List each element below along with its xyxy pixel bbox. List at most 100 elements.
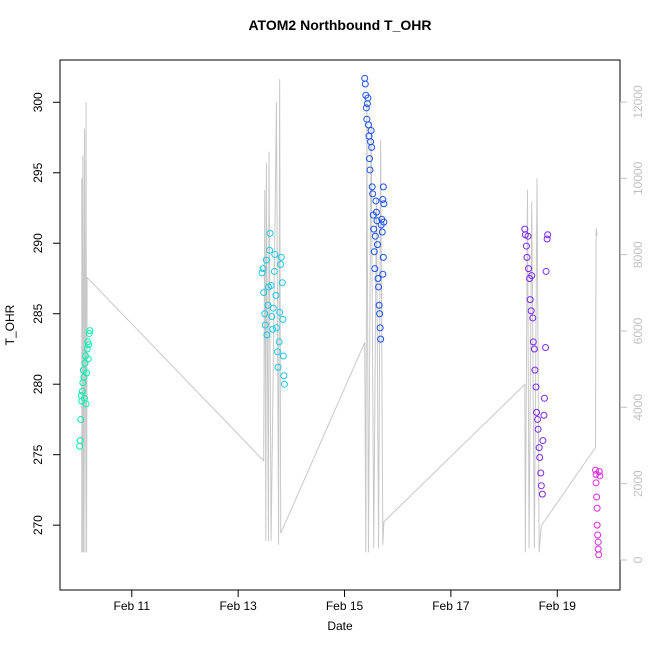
data-point [595,468,603,476]
data-point [379,270,387,278]
data-point [274,348,282,356]
data-point [376,310,384,318]
data-point [258,269,266,277]
x-tick-label: Feb 15 [326,599,364,613]
data-point [542,344,550,352]
data-point [279,315,287,323]
data-point [593,504,601,512]
data-point [78,387,86,395]
data-point [363,100,371,108]
data-point [85,329,93,337]
data-point [544,231,552,239]
data-point [595,551,603,559]
data-point [379,253,387,261]
data-point [526,296,534,304]
data-point [366,166,374,174]
data-point [82,400,90,408]
data-point [272,324,280,332]
data-point [371,265,379,273]
data-point [84,355,92,363]
x-tick-label: Feb 19 [539,599,577,613]
data-point [271,251,279,259]
data-point [362,104,370,112]
data-point [367,126,375,134]
data-point [525,265,533,273]
data-point [537,482,545,490]
data-point [534,415,542,423]
data-point [370,225,378,233]
data-point [361,80,369,88]
data-point [539,437,547,445]
data-point [542,267,550,275]
x-tick-label: Feb 11 [114,599,151,613]
data-point [369,190,377,198]
data-point [277,253,285,261]
data-point [76,437,84,445]
data-point [379,183,387,191]
data-point [277,260,285,268]
data-point [536,454,544,461]
data-point [368,143,376,151]
data-point [524,232,532,240]
x-tick-label: Feb 17 [432,599,470,613]
data-point [262,256,270,264]
x-axis-label: Date [327,619,353,633]
data-point [531,366,539,374]
data-point [269,325,277,333]
data-point [264,301,272,309]
data-point [530,345,538,353]
data-point [380,218,388,226]
data-point [278,279,286,287]
data-point [593,493,601,501]
y2-tick-label: 4000 [631,394,645,421]
data-point [537,469,545,477]
data-point [280,380,288,388]
data-point [376,324,384,332]
data-point [260,289,268,297]
data-point [275,338,283,346]
data-point [527,307,535,315]
data-point [267,282,275,290]
data-point [272,291,280,299]
data-point [86,327,94,335]
data-point [377,335,385,343]
data-point [373,217,381,225]
y2-tick-label: 6000 [631,317,645,344]
y-axis-label: T_OHR [3,304,17,345]
data-point [77,415,85,423]
data-point [361,74,369,82]
data-point [370,248,378,256]
data-point [543,235,551,243]
data-point [269,304,277,312]
data-point [535,444,543,452]
data-point [266,246,274,254]
data-point [540,411,548,419]
data-point [533,408,541,416]
data-point [274,363,282,371]
data-point [534,425,542,433]
data-point [593,521,601,529]
data-point [366,155,374,163]
y-tick-label: 280 [31,374,45,394]
data-point [540,394,548,402]
data-point [266,229,274,237]
data-point [523,253,531,261]
data-point [538,490,546,498]
y2-tick-label: 10000 [631,161,645,195]
data-point [259,265,267,273]
y2-tick-label: 12000 [631,85,645,119]
y-tick-label: 270 [31,515,45,535]
y-tick-label: 290 [31,233,45,253]
data-point [529,338,537,346]
data-point [261,310,269,318]
data-point [522,242,530,250]
data-point [592,479,600,487]
data-point [528,272,536,280]
data-point [375,283,383,291]
y-tick-label: 285 [31,303,45,323]
altitude-line [81,79,598,553]
data-point [594,531,602,539]
chart-title: ATOM2 Northbound T_OHR [248,17,431,33]
data-point [83,369,91,377]
